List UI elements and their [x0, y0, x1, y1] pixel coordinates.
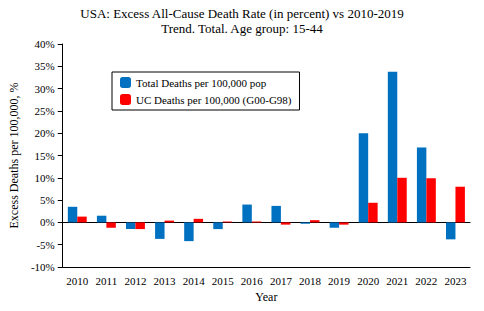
svg-text:Total Deaths per 100,000 pop: Total Deaths per 100,000 pop	[136, 77, 267, 89]
svg-text:Trend. Total. Age group: 15-44: Trend. Total. Age group: 15-44	[161, 21, 323, 36]
svg-text:15%: 15%	[35, 150, 55, 162]
svg-text:Year: Year	[255, 290, 277, 304]
svg-text:2010: 2010	[66, 275, 89, 287]
svg-text:30%: 30%	[35, 83, 55, 95]
svg-text:35%: 35%	[35, 60, 55, 72]
svg-text:2016: 2016	[241, 275, 264, 287]
svg-text:2012: 2012	[124, 275, 146, 287]
svg-text:2017: 2017	[270, 275, 293, 287]
svg-text:2021: 2021	[386, 275, 408, 287]
svg-text:UC Deaths per 100,000 (G00-G98: UC Deaths per 100,000 (G00-G98)	[136, 94, 292, 107]
svg-text:25%: 25%	[35, 105, 55, 117]
svg-text:0%: 0%	[40, 216, 55, 228]
svg-text:20%: 20%	[35, 127, 55, 139]
svg-text:2022: 2022	[415, 275, 437, 287]
svg-text:2023: 2023	[444, 275, 467, 287]
svg-text:Excess Deaths per 100,000, %: Excess Deaths per 100,000, %	[7, 83, 21, 229]
svg-text:-10%: -10%	[31, 261, 55, 273]
svg-text:USA: Excess All-Cause Death Ra: USA: Excess All-Cause Death Rate (in per…	[80, 6, 403, 21]
svg-text:2020: 2020	[357, 275, 380, 287]
svg-text:2018: 2018	[299, 275, 322, 287]
svg-text:2015: 2015	[212, 275, 235, 287]
svg-text:2014: 2014	[183, 275, 206, 287]
svg-text:2011: 2011	[96, 275, 118, 287]
svg-text:-5%: -5%	[36, 239, 54, 251]
svg-text:2013: 2013	[154, 275, 177, 287]
svg-text:10%: 10%	[35, 172, 55, 184]
svg-text:40%: 40%	[35, 38, 55, 50]
svg-text:5%: 5%	[40, 194, 55, 206]
svg-text:2019: 2019	[328, 275, 351, 287]
